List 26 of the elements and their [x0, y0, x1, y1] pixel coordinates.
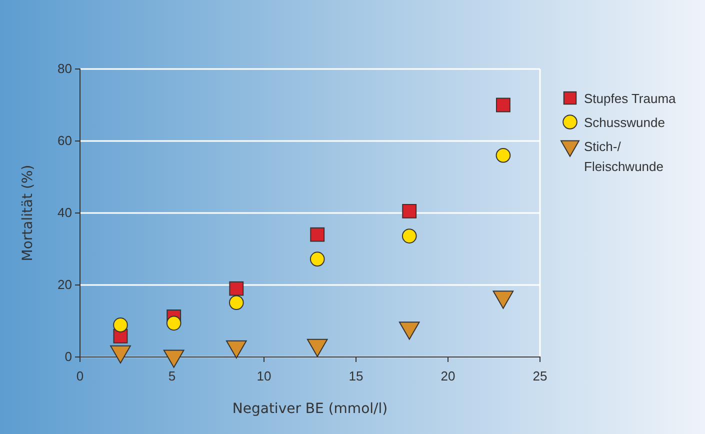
x-axis-title: Negativer BE (mmol/l): [232, 401, 388, 417]
legend-label: Stich-/ Fleischwunde: [584, 139, 664, 174]
y-tick-label: 60: [58, 133, 72, 148]
y-tick-label: 40: [58, 205, 72, 220]
x-tick-label: 20: [440, 368, 456, 384]
x-tick-label: 5: [168, 368, 176, 384]
y-tick-label: 20: [58, 277, 72, 292]
point: [310, 227, 325, 242]
point: [113, 318, 128, 332]
point: [402, 228, 417, 244]
point: [228, 295, 244, 310]
y-tick-label: 80: [58, 61, 72, 76]
point: [166, 316, 182, 331]
legend-label: Stupfes Trauma: [584, 91, 677, 106]
legend-label: Schusswunde: [584, 115, 665, 130]
point: [496, 148, 511, 163]
x-tick-label: 10: [256, 368, 272, 384]
y-tick-label: 0: [64, 349, 72, 364]
x-tick-label: 15: [348, 368, 364, 384]
y-axis-title: Mortalität (%): [20, 164, 36, 262]
point: [310, 252, 325, 266]
x-tick-label: 0: [76, 368, 84, 384]
point: [496, 98, 510, 112]
point: [229, 281, 244, 296]
point: [402, 204, 417, 218]
x-tick-label: 25: [532, 368, 548, 384]
